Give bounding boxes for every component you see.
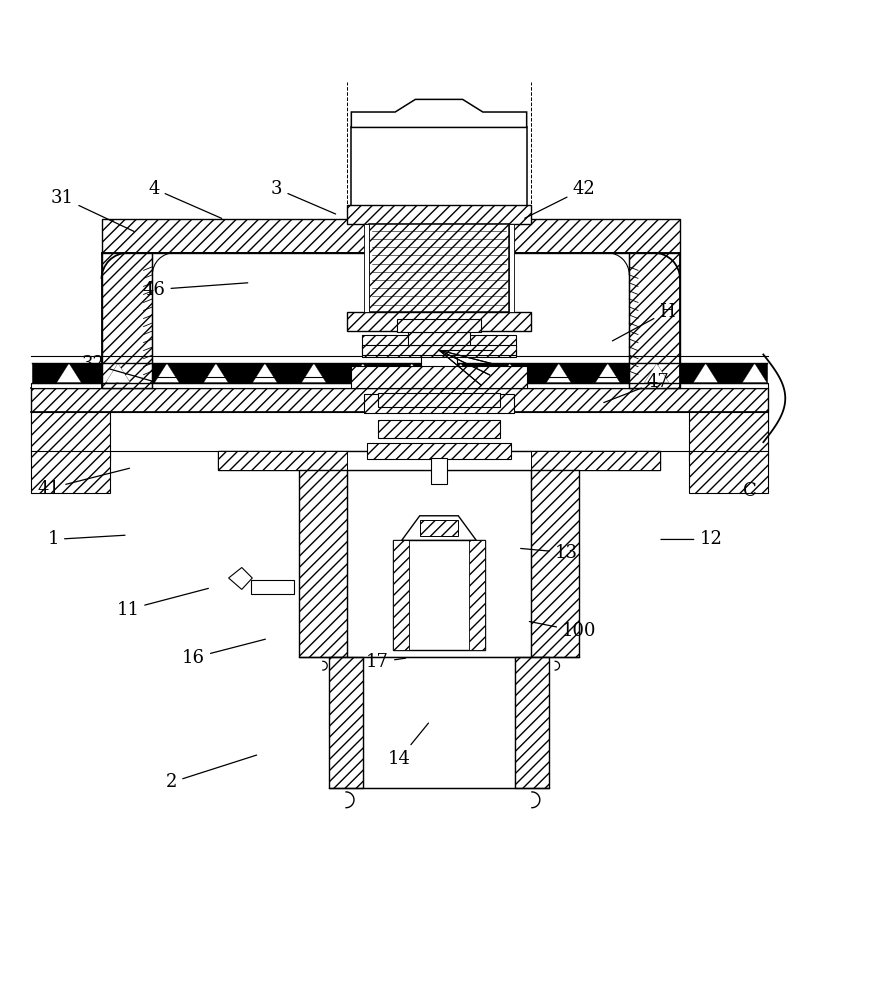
Bar <box>32 363 766 383</box>
Bar <box>393 540 409 650</box>
Bar <box>362 657 515 788</box>
Polygon shape <box>497 363 522 383</box>
Bar <box>688 451 766 493</box>
Bar <box>377 420 500 438</box>
Bar <box>377 393 500 407</box>
Polygon shape <box>351 99 526 127</box>
Text: 14: 14 <box>388 723 428 768</box>
Text: 3: 3 <box>271 180 335 214</box>
Polygon shape <box>350 363 374 383</box>
Bar <box>367 443 510 459</box>
Bar <box>688 412 766 461</box>
Bar <box>298 470 346 657</box>
Bar <box>32 388 766 412</box>
Bar <box>346 205 531 224</box>
Bar <box>346 470 531 657</box>
Bar <box>531 470 579 657</box>
Text: 47: 47 <box>603 373 669 403</box>
Text: 31: 31 <box>51 189 134 231</box>
Polygon shape <box>448 363 473 383</box>
Bar <box>362 335 515 357</box>
Text: 41: 41 <box>38 468 129 498</box>
Bar <box>364 224 368 312</box>
Bar <box>364 394 513 413</box>
Text: 1: 1 <box>47 530 125 548</box>
Text: 4: 4 <box>148 180 221 218</box>
Text: H: H <box>611 303 674 341</box>
Text: 13: 13 <box>520 544 577 562</box>
Bar <box>408 332 469 345</box>
Bar <box>329 657 362 788</box>
Polygon shape <box>545 363 570 383</box>
Text: 32: 32 <box>82 355 151 381</box>
Text: 2: 2 <box>166 755 256 791</box>
Polygon shape <box>302 363 325 383</box>
Bar <box>351 127 526 219</box>
Polygon shape <box>402 516 475 540</box>
Bar <box>531 451 660 470</box>
Bar <box>351 366 526 388</box>
Polygon shape <box>595 363 619 383</box>
Bar <box>217 451 660 470</box>
Bar <box>32 412 766 451</box>
Polygon shape <box>203 363 228 383</box>
Bar <box>421 331 456 369</box>
Text: 42: 42 <box>524 180 595 218</box>
Bar <box>102 219 680 253</box>
Polygon shape <box>154 363 179 383</box>
Bar <box>393 540 484 650</box>
Bar <box>515 657 548 788</box>
Text: 100: 100 <box>529 622 595 640</box>
Bar <box>32 451 111 493</box>
Polygon shape <box>693 363 717 383</box>
Polygon shape <box>105 363 130 383</box>
Bar <box>250 580 294 594</box>
Text: 17: 17 <box>366 653 405 671</box>
Bar <box>629 253 680 388</box>
Text: 16: 16 <box>182 639 265 667</box>
Bar <box>396 319 481 332</box>
Polygon shape <box>644 363 668 383</box>
Bar <box>368 224 509 312</box>
Polygon shape <box>742 363 766 383</box>
Text: 12: 12 <box>660 530 722 548</box>
Text: C: C <box>743 482 756 500</box>
Bar <box>362 345 515 355</box>
Polygon shape <box>57 363 82 383</box>
Bar <box>419 520 458 536</box>
Polygon shape <box>228 567 252 589</box>
Bar <box>102 253 153 388</box>
Text: 11: 11 <box>116 588 208 619</box>
Bar <box>346 312 531 331</box>
Bar <box>468 540 484 650</box>
Bar <box>509 224 513 312</box>
Bar <box>32 383 766 388</box>
Polygon shape <box>399 363 424 383</box>
Bar <box>32 412 111 461</box>
Text: 46: 46 <box>142 281 247 299</box>
Polygon shape <box>253 363 277 383</box>
Bar <box>217 451 346 470</box>
Bar <box>431 458 446 484</box>
